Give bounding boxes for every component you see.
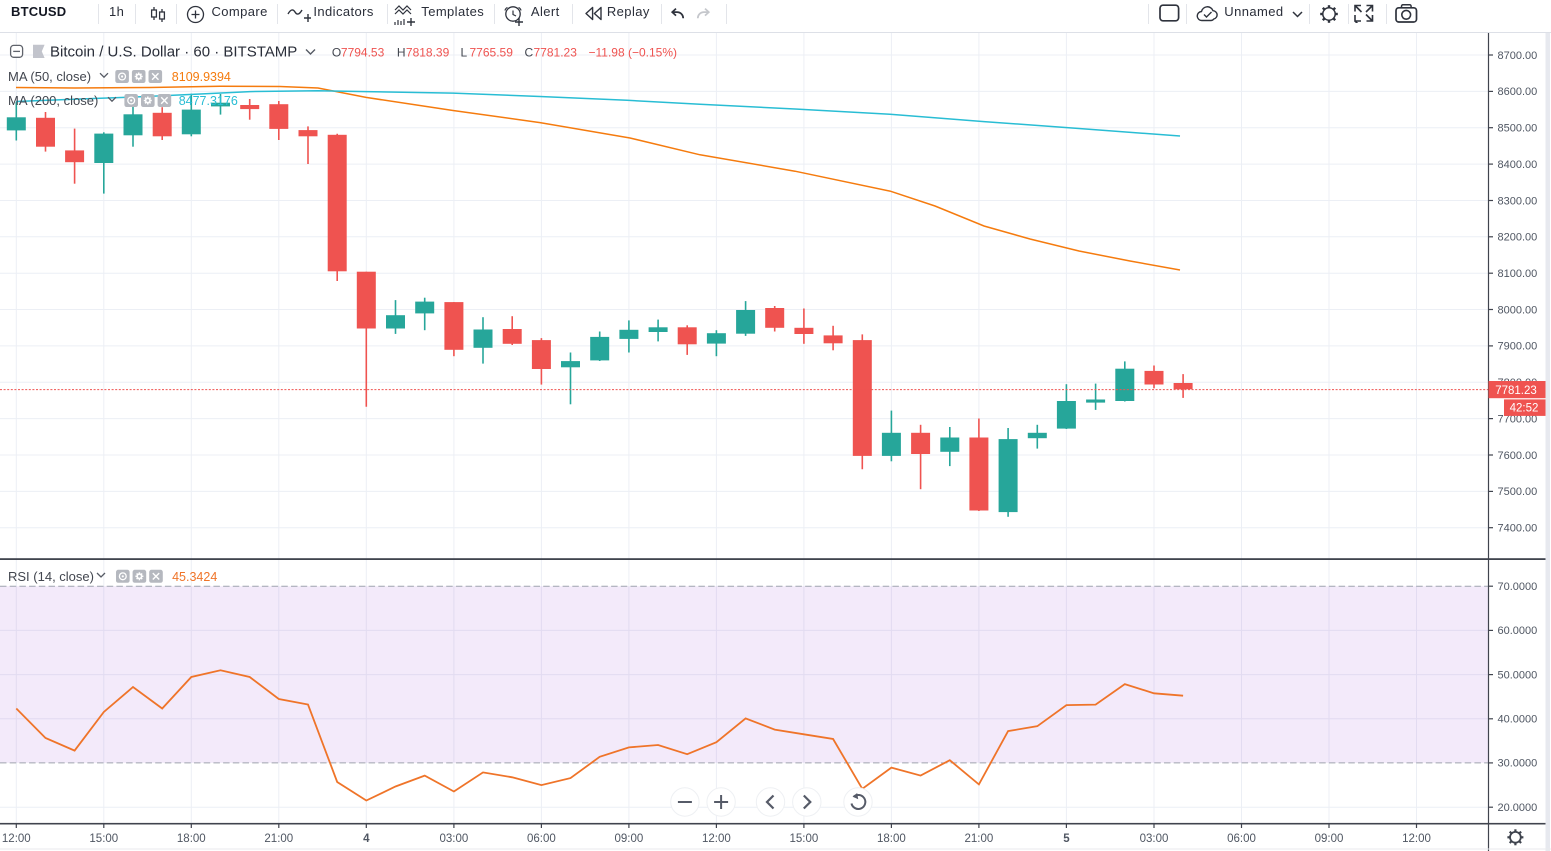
- svg-text:7500.00: 7500.00: [1498, 486, 1538, 498]
- svg-text:L: L: [461, 45, 468, 59]
- svg-text:8109.9394: 8109.9394: [172, 70, 231, 84]
- svg-text:09:00: 09:00: [1315, 833, 1344, 845]
- svg-text:4: 4: [363, 833, 370, 845]
- svg-text:MA (50, close): MA (50, close): [8, 69, 91, 84]
- svg-text:8100.00: 8100.00: [1498, 268, 1538, 280]
- svg-text:7700.00: 7700.00: [1498, 413, 1538, 425]
- svg-text:06:00: 06:00: [527, 833, 556, 845]
- svg-text:5: 5: [1063, 833, 1070, 845]
- svg-text:21:00: 21:00: [264, 833, 293, 845]
- svg-text:7765.59: 7765.59: [470, 45, 514, 59]
- svg-text:20.0000: 20.0000: [1498, 802, 1538, 814]
- svg-text:H: H: [397, 45, 406, 59]
- svg-text:8400.00: 8400.00: [1498, 159, 1538, 171]
- svg-text:C: C: [525, 45, 534, 59]
- svg-text:06:00: 06:00: [1227, 833, 1256, 845]
- svg-text:RSI (14, close): RSI (14, close): [8, 569, 94, 584]
- svg-text:7781.23: 7781.23: [1495, 385, 1537, 397]
- svg-text:7400.00: 7400.00: [1498, 523, 1538, 535]
- svg-text:03:00: 03:00: [440, 833, 469, 845]
- svg-text:8300.00: 8300.00: [1498, 195, 1538, 207]
- svg-text:7794.53: 7794.53: [341, 45, 385, 59]
- svg-text:40.0000: 40.0000: [1498, 714, 1538, 726]
- svg-text:70.0000: 70.0000: [1498, 581, 1538, 593]
- svg-text:MA (200, close): MA (200, close): [8, 93, 98, 108]
- svg-text:15:00: 15:00: [89, 833, 118, 845]
- svg-text:7818.39: 7818.39: [406, 45, 450, 59]
- svg-text:18:00: 18:00: [177, 833, 206, 845]
- svg-text:09:00: 09:00: [615, 833, 644, 845]
- svg-text:8600.00: 8600.00: [1498, 86, 1538, 98]
- svg-text:12:00: 12:00: [702, 833, 731, 845]
- svg-text:7781.23: 7781.23: [534, 45, 578, 59]
- svg-text:O: O: [332, 45, 341, 59]
- svg-text:8200.00: 8200.00: [1498, 232, 1538, 244]
- svg-text:45.3424: 45.3424: [172, 570, 217, 584]
- svg-text:30.0000: 30.0000: [1498, 758, 1538, 770]
- svg-text:8500.00: 8500.00: [1498, 123, 1538, 135]
- svg-text:−11.98 (−0.15%): −11.98 (−0.15%): [589, 45, 678, 59]
- svg-text:42:52: 42:52: [1510, 403, 1539, 415]
- svg-text:21:00: 21:00: [965, 833, 994, 845]
- svg-text:18:00: 18:00: [877, 833, 906, 845]
- svg-text:8000.00: 8000.00: [1498, 304, 1538, 316]
- svg-text:12:00: 12:00: [2, 833, 31, 845]
- svg-text:Bitcoin / U.S. Dollar · 60 · B: Bitcoin / U.S. Dollar · 60 · BITSTAMP: [50, 44, 297, 61]
- svg-text:50.0000: 50.0000: [1498, 669, 1538, 681]
- svg-text:15:00: 15:00: [790, 833, 819, 845]
- svg-text:03:00: 03:00: [1140, 833, 1169, 845]
- svg-text:7600.00: 7600.00: [1498, 450, 1538, 462]
- svg-text:60.0000: 60.0000: [1498, 625, 1538, 637]
- svg-text:8700.00: 8700.00: [1498, 50, 1538, 62]
- svg-text:8477.3176: 8477.3176: [179, 94, 238, 108]
- svg-text:7900.00: 7900.00: [1498, 341, 1538, 353]
- svg-text:12:00: 12:00: [1402, 833, 1431, 845]
